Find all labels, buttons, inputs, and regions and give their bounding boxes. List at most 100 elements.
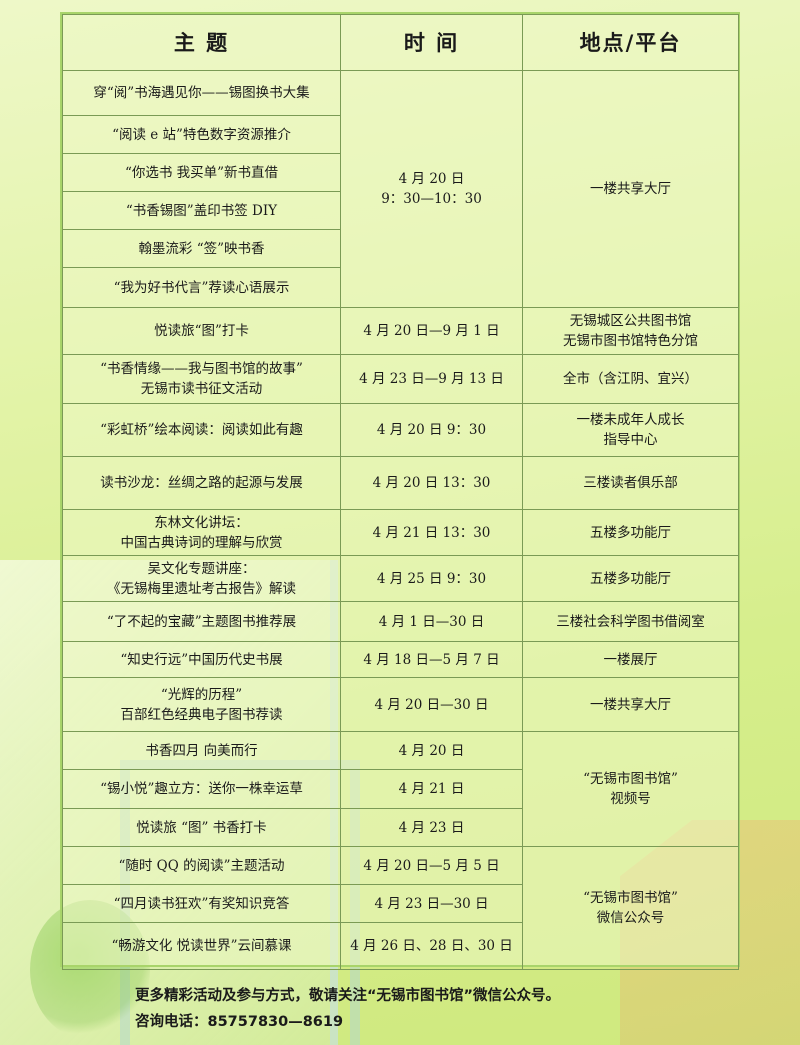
time-cell: 4 月 21 日 xyxy=(340,769,523,809)
time-cell: 4 月 21 日 13：30 xyxy=(340,509,523,556)
topic-cell: “锡小悦”趣立方：送你一株幸运草 xyxy=(62,769,341,809)
topic-line: 中国古典诗词的理解与欣赏 xyxy=(120,534,283,551)
topic-cell: “光辉的历程” 百部红色经典电子图书荐读 xyxy=(62,677,341,732)
time-cell: 4 月 18 日—5 月 7 日 xyxy=(340,641,523,678)
place-cell-group3: “无锡市图书馆” 微信公众号 xyxy=(522,846,739,970)
place-cell: 一楼共享大厅 xyxy=(522,677,739,732)
time-line: 4 月 20 日 xyxy=(398,171,465,187)
place-line: “无锡市图书馆” xyxy=(583,771,678,787)
place-cell: 三楼读者俱乐部 xyxy=(522,456,739,510)
topic-cell: 穿“阅”书海遇见你——锡图换书大集 xyxy=(62,70,341,116)
time-cell: 4 月 20 日—5 月 5 日 xyxy=(340,846,523,885)
place-cell-group1: 一楼共享大厅 xyxy=(522,70,739,308)
topic-line: 无锡市读书征文活动 xyxy=(140,381,263,397)
topic-line: “书香情缘——我与图书馆的故事” xyxy=(100,361,303,377)
topic-line: “彩虹桥”绘本阅读：阅读如此有趣 xyxy=(100,422,303,438)
topic-cell: “了不起的宝藏”主题图书推荐展 xyxy=(62,601,341,642)
time-cell: 4 月 20 日 xyxy=(340,731,523,770)
time-cell: 4 月 23 日—30 日 xyxy=(340,884,523,923)
table-row: 东林文化讲坛： 中国古典诗词的理解与欣赏 4 月 21 日 13：30 五楼多功能… xyxy=(62,509,739,556)
time-cell: 4 月 20 日 13：30 xyxy=(340,456,523,510)
topic-line: 悦读旅“图”打卡 xyxy=(154,323,249,339)
topic-cell: “我为好书代言”荐读心语展示 xyxy=(62,267,341,308)
topic-cell: 悦读旅 “图” 书香打卡 xyxy=(62,808,341,847)
table-row: 穿“阅”书海遇见你——锡图换书大集 4 月 20 日 9：30—10：30 一楼… xyxy=(62,70,739,308)
topic-cell: “你选书 我买单”新书直借 xyxy=(62,153,341,192)
table-row: “我为好书代言”荐读心语展示 xyxy=(62,267,739,308)
topic-cell: 吴文化专题讲座： 《无锡梅里遗址考古报告》解读 xyxy=(62,555,341,602)
topic-line: 东林文化讲坛： xyxy=(154,514,249,531)
topic-cell: 东林文化讲坛： 中国古典诗词的理解与欣赏 xyxy=(62,509,341,556)
table-header-row: 主 题 时 间 地点/平台 xyxy=(62,14,739,71)
place-line: 五楼多功能厅 xyxy=(590,570,671,587)
place-line: 一楼未成年人成长 xyxy=(576,412,685,428)
topic-line: 读书沙龙：丝绸之路的起源与发展 xyxy=(100,475,303,491)
time-cell: 4 月 1 日—30 日 xyxy=(340,601,523,642)
place-line: 五楼多功能厅 xyxy=(590,524,671,541)
place-line: 一楼共享大厅 xyxy=(590,696,671,713)
time-line: 9：30—10：30 xyxy=(381,191,482,207)
table-row: “锡小悦”趣立方：送你一株幸运草 4 月 21 日 xyxy=(62,769,739,809)
header-place: 地点/平台 xyxy=(522,14,739,71)
table-row: “彩虹桥”绘本阅读：阅读如此有趣 4 月 20 日 9：30 一楼未成年人成长指… xyxy=(62,403,739,457)
table-row: “知史行远”中国历代史书展 4 月 18 日—5 月 7 日 一楼展厅 xyxy=(62,641,739,678)
place-cell: 三楼社会科学图书借阅室 xyxy=(522,601,739,642)
table-row: “书香锡图”盖印书签 DIY xyxy=(62,191,739,230)
topic-cell: 读书沙龙：丝绸之路的起源与发展 xyxy=(62,456,341,510)
topic-line: 百部红色经典电子图书荐读 xyxy=(120,706,283,723)
table-row: “随时 QQ 的阅读”主题活动 4 月 20 日—5 月 5 日 “无锡市图书馆… xyxy=(62,846,739,970)
place-line: 指导中心 xyxy=(603,432,658,448)
schedule-table: 主 题 时 间 地点/平台 穿“阅”书海遇见你——锡图换书大集 4 月 20 日… xyxy=(62,14,739,970)
place-line: 视频号 xyxy=(610,791,651,807)
table-row: “书香情缘——我与图书馆的故事” 无锡市读书征文活动 4 月 23 日—9 月 1… xyxy=(62,354,739,404)
place-line: 三楼读者俱乐部 xyxy=(583,475,678,491)
place-line: 三楼社会科学图书借阅室 xyxy=(556,613,705,630)
place-cell: 一楼未成年人成长 指导中心 xyxy=(522,403,739,457)
topic-line: “知史行远”中国历代史书展 xyxy=(120,651,283,668)
activity-schedule-table: 主 题 时 间 地点/平台 穿“阅”书海遇见你——锡图换书大集 4 月 20 日… xyxy=(60,12,740,970)
time-cell: 4 月 25 日 9：30 xyxy=(340,555,523,602)
place-line: 无锡市图书馆特色分馆 xyxy=(563,333,698,349)
header-theme: 主 题 xyxy=(62,14,341,71)
time-cell-group1: 4 月 20 日 9：30—10：30 xyxy=(340,70,523,308)
place-cell: 五楼多功能厅 xyxy=(522,555,739,602)
place-line: 微信公众号 xyxy=(596,910,665,926)
footer-follow-text: 更多精彩活动及参与方式，敬请关注“无锡市图书馆”微信公众号。 xyxy=(135,988,561,1004)
topic-line: “了不起的宝藏”主题图书推荐展 xyxy=(106,613,297,630)
table-row: 翰墨流彩 “签”映书香 xyxy=(62,229,739,268)
time-cell: 4 月 26 日、28 日、30 日 xyxy=(340,922,523,970)
table-row: “光辉的历程” 百部红色经典电子图书荐读 4 月 20 日—30 日 一楼共享大厅 xyxy=(62,677,739,732)
place-line: 一楼展厅 xyxy=(603,651,658,668)
header-time: 时 间 xyxy=(340,14,523,71)
table-row: “了不起的宝藏”主题图书推荐展 4 月 1 日—30 日 三楼社会科学图书借阅室 xyxy=(62,601,739,642)
footer-phone-text: 咨询电话：85757830—8619 xyxy=(135,1014,344,1030)
topic-cell: “知史行远”中国历代史书展 xyxy=(62,641,341,678)
table-row: 悦读旅 “图” 书香打卡 4 月 23 日 xyxy=(62,808,739,847)
table-row: 书香四月 向美而行 4 月 20 日 “无锡市图书馆” 视频号 xyxy=(62,731,739,847)
place-cell: 一楼展厅 xyxy=(522,641,739,678)
table-row: 吴文化专题讲座： 《无锡梅里遗址考古报告》解读 4 月 25 日 9：30 五楼多… xyxy=(62,555,739,602)
topic-cell: 书香四月 向美而行 xyxy=(62,731,341,770)
time-cell: 4 月 23 日 xyxy=(340,808,523,847)
time-cell: 4 月 20 日 9：30 xyxy=(340,403,523,457)
topic-cell: “书香情缘——我与图书馆的故事” 无锡市读书征文活动 xyxy=(62,354,341,404)
time-cell: 4 月 23 日—9 月 13 日 xyxy=(340,354,523,404)
topic-line: “光辉的历程” xyxy=(160,686,243,703)
topic-cell: “畅游文化 悦读世界”云间慕课 xyxy=(62,922,341,970)
topic-cell: “阅读 e 站”特色数字资源推介 xyxy=(62,115,341,154)
place-line: 全市（含江阴、宜兴） xyxy=(563,371,698,387)
table-row: “你选书 我买单”新书直借 xyxy=(62,153,739,192)
topic-line: 吴文化专题讲座： xyxy=(147,560,256,577)
table-row: 悦读旅“图”打卡 4 月 20 日—9 月 1 日 无锡城区公共图书馆 无锡市图书… xyxy=(62,307,739,355)
place-cell: 五楼多功能厅 xyxy=(522,509,739,556)
place-line: “无锡市图书馆” xyxy=(583,890,678,906)
place-line: 无锡城区公共图书馆 xyxy=(569,313,692,329)
table-row: “四月读书狂欢”有奖知识竞答 4 月 23 日—30 日 xyxy=(62,884,739,923)
time-cell: 4 月 20 日—30 日 xyxy=(340,677,523,732)
topic-line: 《无锡梅里遗址考古报告》解读 xyxy=(107,580,296,597)
place-cell: 无锡城区公共图书馆 无锡市图书馆特色分馆 xyxy=(522,307,739,355)
place-cell-group2: “无锡市图书馆” 视频号 xyxy=(522,731,739,847)
topic-cell: “书香锡图”盖印书签 DIY xyxy=(62,191,341,230)
time-cell: 4 月 20 日—9 月 1 日 xyxy=(340,307,523,355)
topic-cell: “彩虹桥”绘本阅读：阅读如此有趣 xyxy=(62,403,341,457)
